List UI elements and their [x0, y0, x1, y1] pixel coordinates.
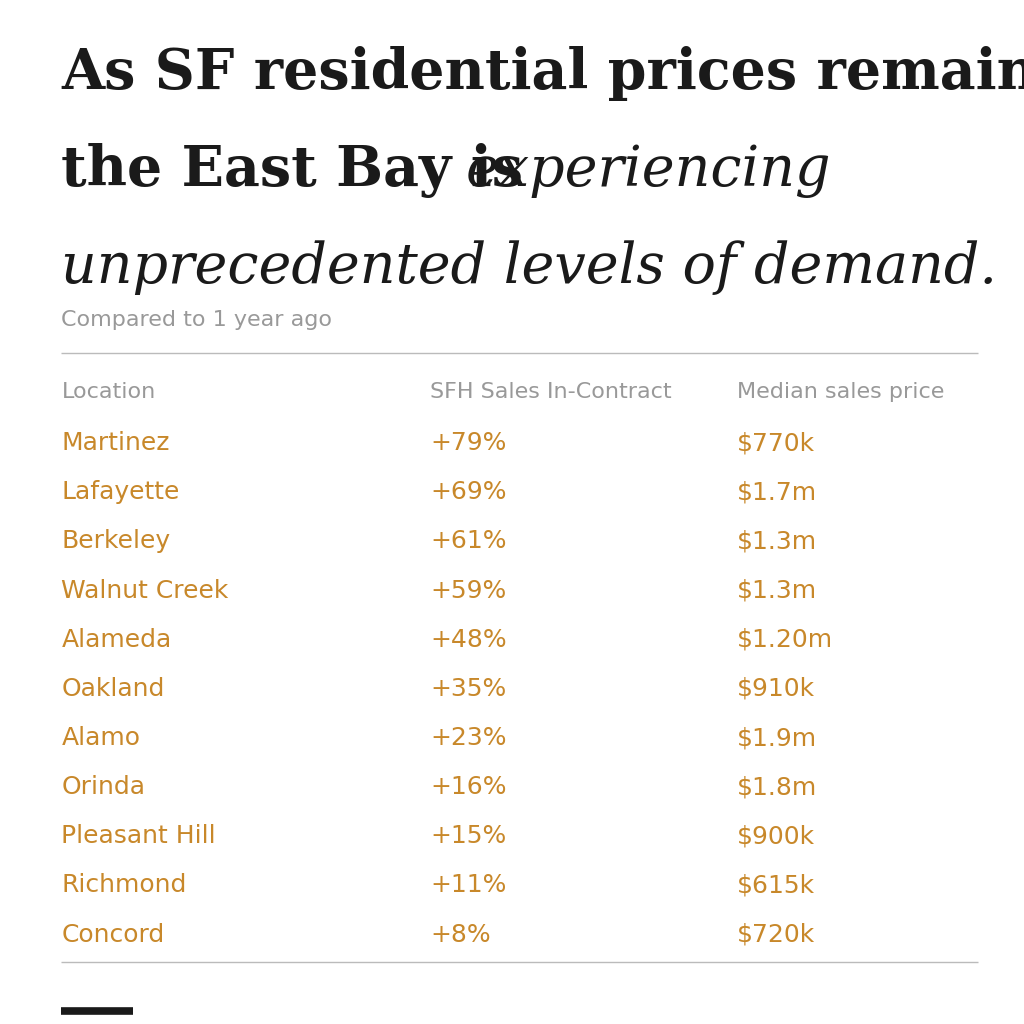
Text: unprecedented levels of demand.: unprecedented levels of demand.: [61, 241, 997, 295]
Text: $1.3m: $1.3m: [737, 529, 817, 553]
Text: Concord: Concord: [61, 923, 165, 946]
Text: +59%: +59%: [430, 579, 506, 602]
Text: +61%: +61%: [430, 529, 507, 553]
Text: SFH Sales In-Contract: SFH Sales In-Contract: [430, 382, 672, 402]
Text: Compared to 1 year ago: Compared to 1 year ago: [61, 310, 333, 331]
Text: Martinez: Martinez: [61, 431, 170, 455]
Text: +23%: +23%: [430, 726, 507, 750]
Text: the East Bay is: the East Bay is: [61, 143, 543, 199]
Text: Pleasant Hill: Pleasant Hill: [61, 824, 216, 848]
Text: $770k: $770k: [737, 431, 815, 455]
Text: $900k: $900k: [737, 824, 815, 848]
Text: +8%: +8%: [430, 923, 490, 946]
Text: +35%: +35%: [430, 677, 506, 700]
Text: $910k: $910k: [737, 677, 815, 700]
Text: $615k: $615k: [737, 873, 815, 897]
Text: Richmond: Richmond: [61, 873, 186, 897]
Text: Oakland: Oakland: [61, 677, 165, 700]
Text: +11%: +11%: [430, 873, 507, 897]
Text: $1.3m: $1.3m: [737, 579, 817, 602]
Text: +16%: +16%: [430, 775, 507, 799]
Text: $1.8m: $1.8m: [737, 775, 817, 799]
Text: +15%: +15%: [430, 824, 506, 848]
Text: Berkeley: Berkeley: [61, 529, 171, 553]
Text: Lafayette: Lafayette: [61, 480, 180, 504]
Text: +79%: +79%: [430, 431, 507, 455]
Text: Alamo: Alamo: [61, 726, 140, 750]
Text: $1.20m: $1.20m: [737, 628, 834, 651]
Text: Alameda: Alameda: [61, 628, 172, 651]
Text: +69%: +69%: [430, 480, 507, 504]
Text: experiencing: experiencing: [466, 143, 831, 198]
Text: $1.9m: $1.9m: [737, 726, 817, 750]
Text: +48%: +48%: [430, 628, 507, 651]
Text: Walnut Creek: Walnut Creek: [61, 579, 228, 602]
Text: Median sales price: Median sales price: [737, 382, 945, 402]
Text: $720k: $720k: [737, 923, 815, 946]
Text: Orinda: Orinda: [61, 775, 145, 799]
Text: Location: Location: [61, 382, 156, 402]
Text: $1.7m: $1.7m: [737, 480, 817, 504]
Text: As SF residential prices remain strong,: As SF residential prices remain strong,: [61, 46, 1024, 101]
